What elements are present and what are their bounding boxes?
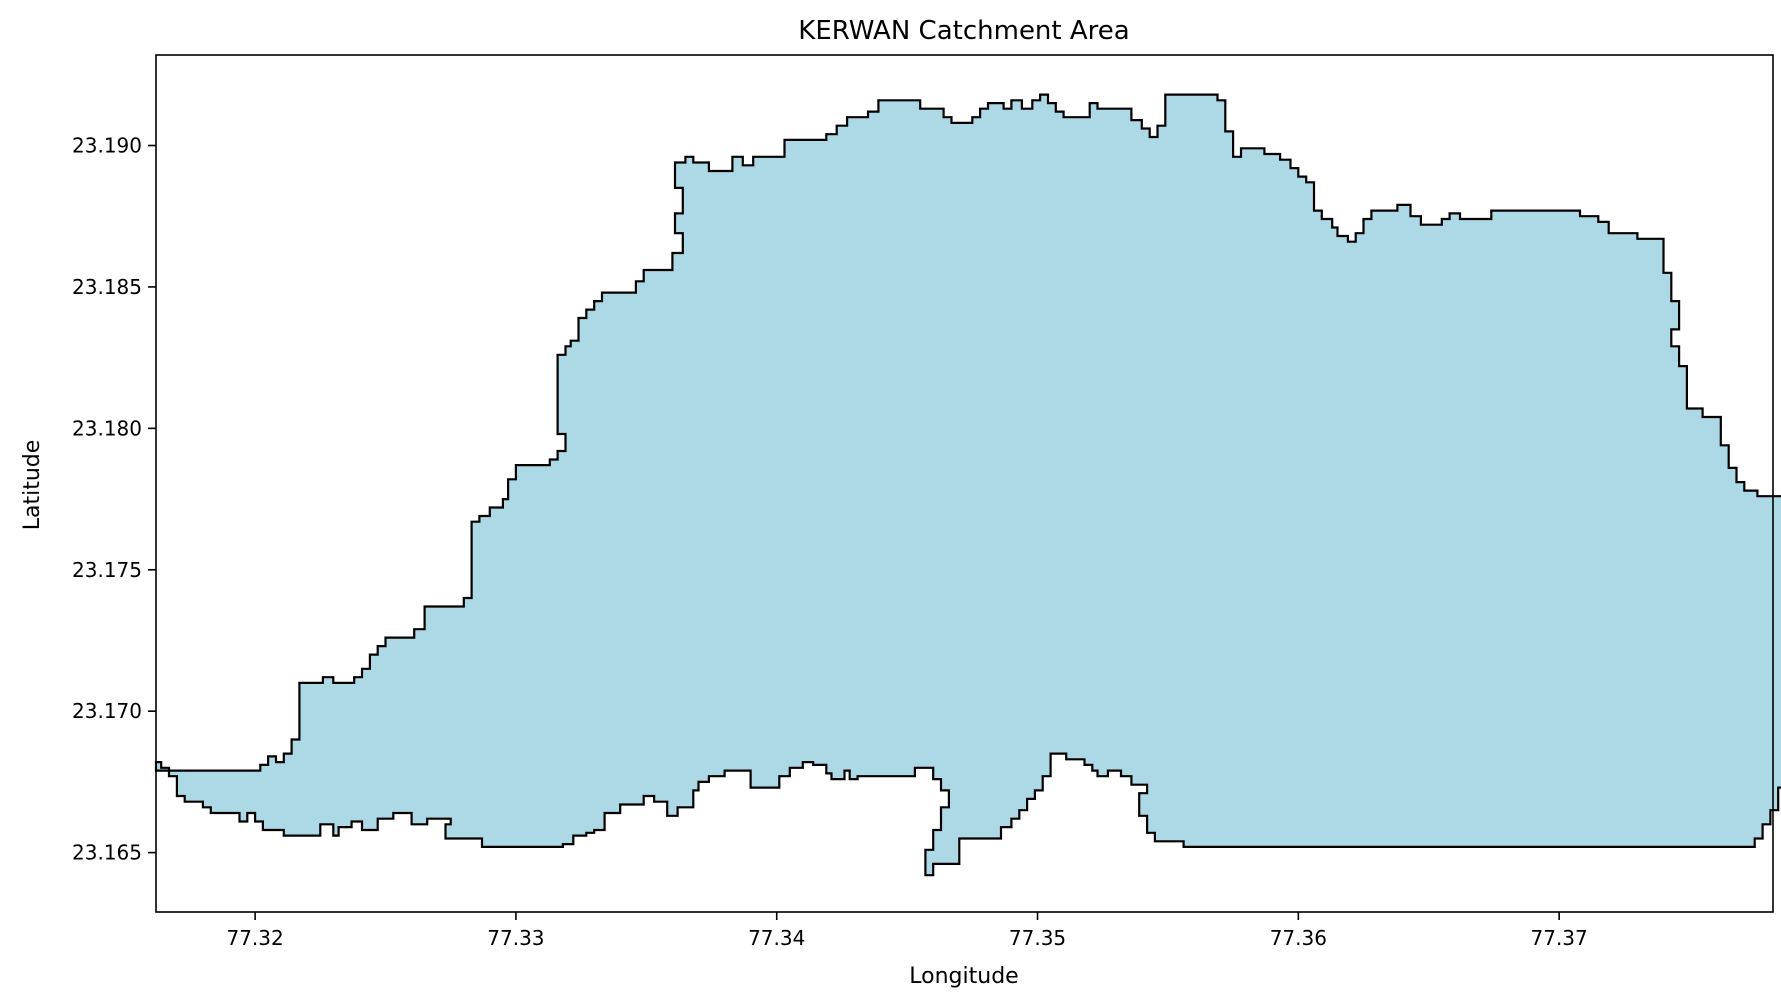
y-tick-label: 23.175 — [72, 558, 142, 582]
chart-title: KERWAN Catchment Area — [798, 16, 1129, 46]
y-tick-label: 23.165 — [72, 841, 142, 865]
x-tick-label: 77.35 — [1009, 926, 1066, 950]
y-tick-label: 23.170 — [72, 699, 142, 723]
x-tick-label: 77.37 — [1531, 926, 1588, 950]
y-tick-label: 23.185 — [72, 275, 142, 299]
x-tick-label: 77.36 — [1270, 926, 1327, 950]
x-tick-label: 77.34 — [748, 926, 805, 950]
x-axis-title: Longitude — [909, 964, 1018, 989]
y-axis: 23.165 23.170 23.175 23.180 23.185 23.190 — [72, 134, 156, 865]
x-axis: 77.32 77.33 77.34 77.35 77.36 77.37 — [226, 912, 1588, 950]
y-tick-label: 23.190 — [72, 134, 142, 158]
y-axis-title: Latitude — [20, 440, 45, 531]
catchment-area-polygon — [154, 93, 1781, 877]
plot-area — [154, 93, 1781, 877]
x-tick-label: 77.33 — [487, 926, 544, 950]
y-tick-label: 23.180 — [72, 416, 142, 440]
axes-frame — [155, 54, 1774, 913]
x-tick-label: 77.32 — [226, 926, 283, 950]
